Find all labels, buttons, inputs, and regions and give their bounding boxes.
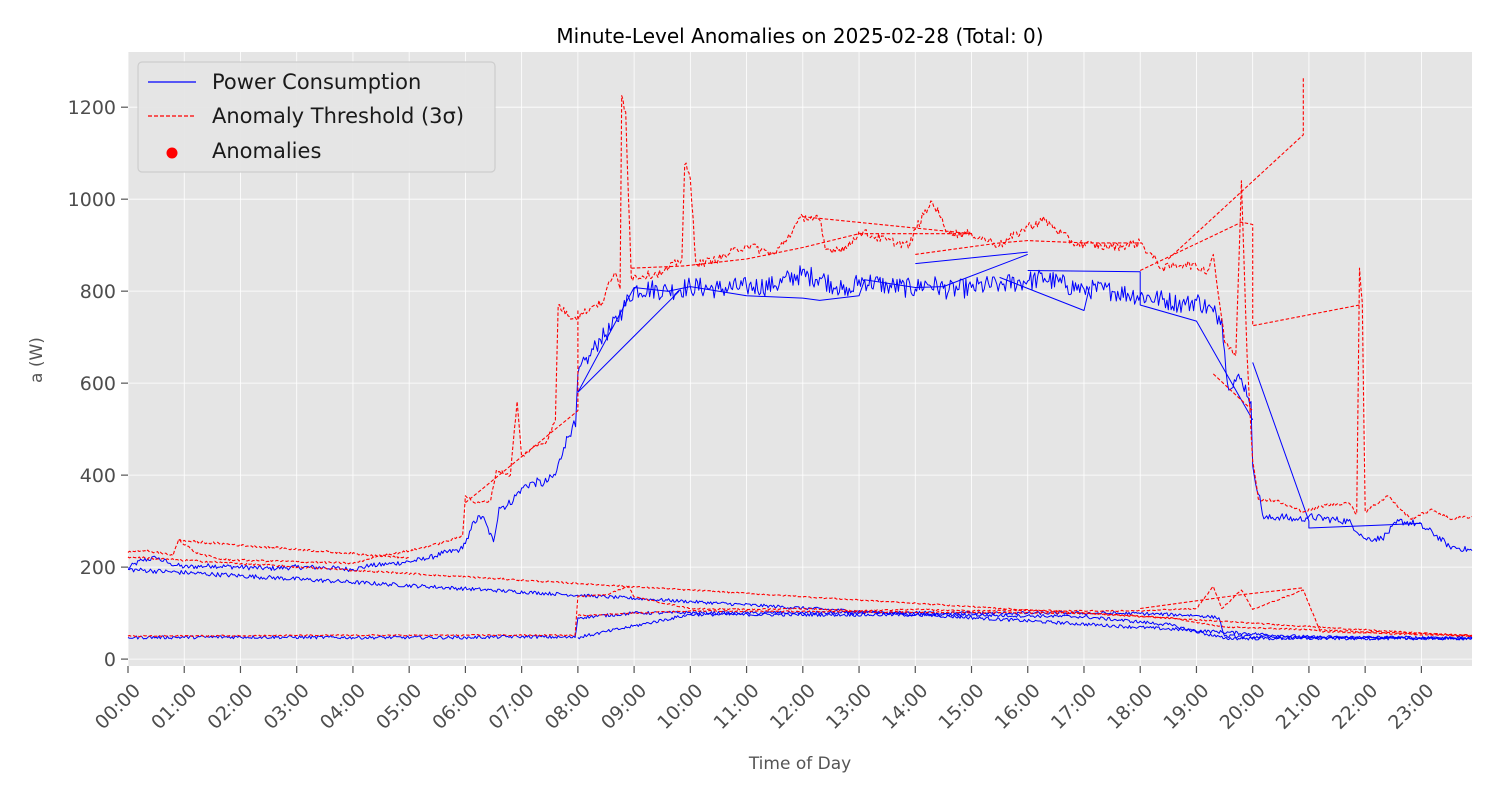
threshold-series-line-connector bbox=[915, 240, 1141, 255]
x-axis-label: Time of Day bbox=[748, 754, 851, 774]
x-tick-label: 09:00 bbox=[597, 680, 651, 734]
x-tick-label: 11:00 bbox=[709, 680, 763, 734]
threshold-series-line-connector bbox=[465, 309, 579, 504]
x-tick-label: 15:00 bbox=[934, 680, 988, 734]
threshold-series-line bbox=[127, 95, 1473, 565]
x-tick-label: 18:00 bbox=[1103, 680, 1157, 734]
legend: Power Consumption Anomaly Threshold (3σ)… bbox=[137, 61, 496, 173]
x-tick-label: 12:00 bbox=[766, 680, 820, 734]
power-series-line-connector bbox=[577, 253, 1028, 393]
legend-anomaly-marker bbox=[166, 147, 178, 159]
x-tick-label: 02:00 bbox=[203, 680, 257, 734]
legend-box bbox=[137, 61, 496, 173]
power-series-line bbox=[127, 567, 1473, 640]
threshold-series-line bbox=[577, 609, 1473, 637]
threshold-series-line bbox=[127, 556, 1473, 638]
power-series-line bbox=[127, 610, 1473, 641]
x-tick-label: 04:00 bbox=[316, 680, 370, 734]
threshold-series-line-connector bbox=[1140, 587, 1304, 610]
y-tick-label: 400 bbox=[80, 465, 116, 487]
x-tick-label: 08:00 bbox=[541, 680, 595, 734]
x-tick-label: 16:00 bbox=[991, 680, 1045, 734]
x-tick-label: 14:00 bbox=[878, 680, 932, 734]
x-tick-label: 17:00 bbox=[1047, 680, 1101, 734]
x-tick-label: 10:00 bbox=[653, 680, 707, 734]
x-tick-label: 23:00 bbox=[1384, 680, 1438, 734]
power-series-line-connector bbox=[999, 276, 1091, 311]
power-series-line-connector bbox=[577, 290, 680, 393]
threshold-series-line bbox=[178, 538, 410, 559]
threshold-series-line bbox=[127, 585, 1473, 638]
y-tick-label: 200 bbox=[80, 557, 116, 579]
power-series-line bbox=[577, 612, 1473, 641]
y-tick-label: 800 bbox=[80, 281, 116, 303]
series-layer bbox=[127, 77, 1473, 641]
x-tick-label: 22:00 bbox=[1328, 680, 1382, 734]
x-tick-label: 01:00 bbox=[147, 680, 201, 734]
x-tick-label: 05:00 bbox=[372, 680, 426, 734]
legend-threshold-label: Anomaly Threshold (3σ) bbox=[212, 104, 464, 128]
threshold-series-line-connector bbox=[1212, 373, 1254, 412]
power-series-line-connector bbox=[1252, 362, 1422, 529]
x-tick-label: 19:00 bbox=[1159, 680, 1213, 734]
x-tick-label: 20:00 bbox=[1216, 680, 1270, 734]
power-series-line bbox=[127, 265, 1473, 572]
x-tick-label: 21:00 bbox=[1272, 680, 1326, 734]
threshold-series-line-connector bbox=[802, 216, 972, 235]
chart-title: Minute-Level Anomalies on 2025-02-28 (To… bbox=[556, 24, 1043, 48]
y-tick-label: 0 bbox=[104, 649, 116, 671]
power-series-line-connector bbox=[1027, 270, 1254, 421]
x-tick-label: 03:00 bbox=[260, 680, 314, 734]
legend-power-label: Power Consumption bbox=[212, 70, 421, 94]
y-axis-label: a (W) bbox=[27, 337, 47, 383]
x-tick-label: 00:00 bbox=[91, 680, 145, 734]
y-tick-label: 1000 bbox=[68, 189, 116, 211]
x-tick-label: 06:00 bbox=[428, 680, 482, 734]
y-tick-label: 1200 bbox=[68, 97, 116, 119]
x-tick-label: 13:00 bbox=[822, 680, 876, 734]
x-tick-label: 07:00 bbox=[485, 680, 539, 734]
legend-anomaly-label: Anomalies bbox=[212, 139, 321, 163]
threshold-series-line-connector bbox=[631, 233, 972, 269]
y-tick-label: 600 bbox=[80, 373, 116, 395]
power-series-line-connector bbox=[915, 251, 1028, 265]
threshold-series-line-connector bbox=[1139, 221, 1360, 327]
threshold-series-line-connector bbox=[1167, 77, 1304, 260]
